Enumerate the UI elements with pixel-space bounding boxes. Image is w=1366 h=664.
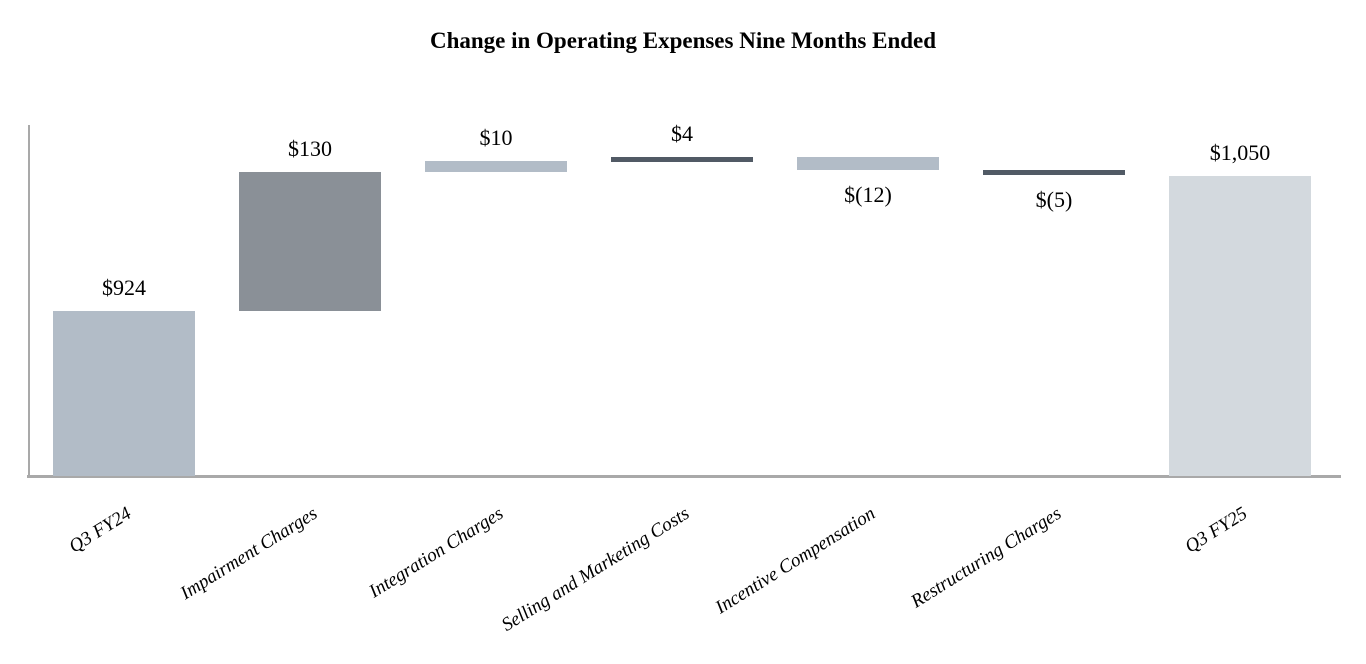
value-label-restructuring-charges: $(5) <box>1035 186 1073 212</box>
y-axis-line <box>28 125 30 477</box>
bar-integration-charges <box>425 161 567 172</box>
bar-q3-fy24 <box>53 311 195 476</box>
value-label-integration-charges: $10 <box>479 125 513 150</box>
x-axis-line <box>27 475 1341 478</box>
value-label-impairment-charges: $130 <box>288 135 332 161</box>
bar-selling-and-marketing-costs <box>611 156 753 162</box>
bar-impairment-charges <box>239 171 381 311</box>
value-label-q3-fy24: $924 <box>102 275 146 300</box>
value-label-incentive-compensation: $(12) <box>844 181 892 207</box>
chart-title: Change in Operating Expenses Nine Months… <box>429 28 937 53</box>
value-label-q3-fy25: $1,050 <box>1209 140 1271 165</box>
bar-incentive-compensation <box>797 156 939 170</box>
bar-q3-fy25 <box>1169 176 1311 476</box>
value-label-selling-and-marketing-costs: $4 <box>671 120 693 146</box>
bar-restructuring-charges <box>983 169 1125 175</box>
